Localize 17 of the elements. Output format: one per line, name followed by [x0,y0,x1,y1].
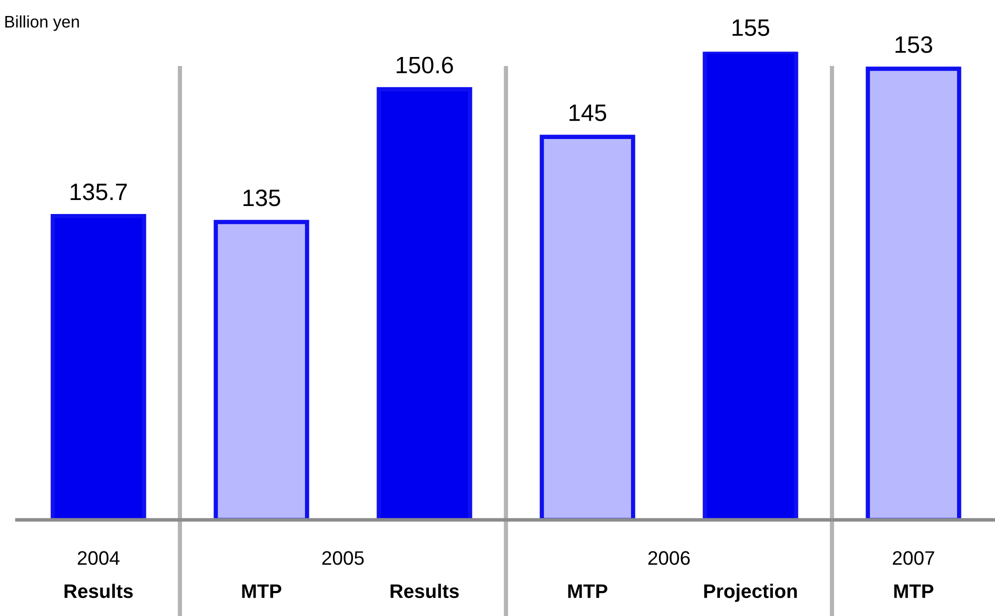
x-tick-label: Projection [704,584,797,602]
text: 2005 [322,551,364,565]
text: 2004 [78,551,120,565]
x-tick-label: MTP [568,584,608,598]
data-label: 153 [896,36,932,53]
data-label: 135 [244,189,280,206]
data-label: 145 [570,104,606,122]
text: 2006 [648,551,690,565]
text: Billion yen [5,15,79,31]
x-tick-label: MTP [894,584,934,598]
data-label: 135.7 [70,184,127,200]
x-tick-label: Results [390,584,459,598]
text: 2007 [892,551,934,565]
x-tick-label: Results [64,584,133,598]
data-label: 155 [732,19,770,36]
x-tick-label: MTP [242,584,282,598]
data-label: 150.6 [396,56,453,74]
